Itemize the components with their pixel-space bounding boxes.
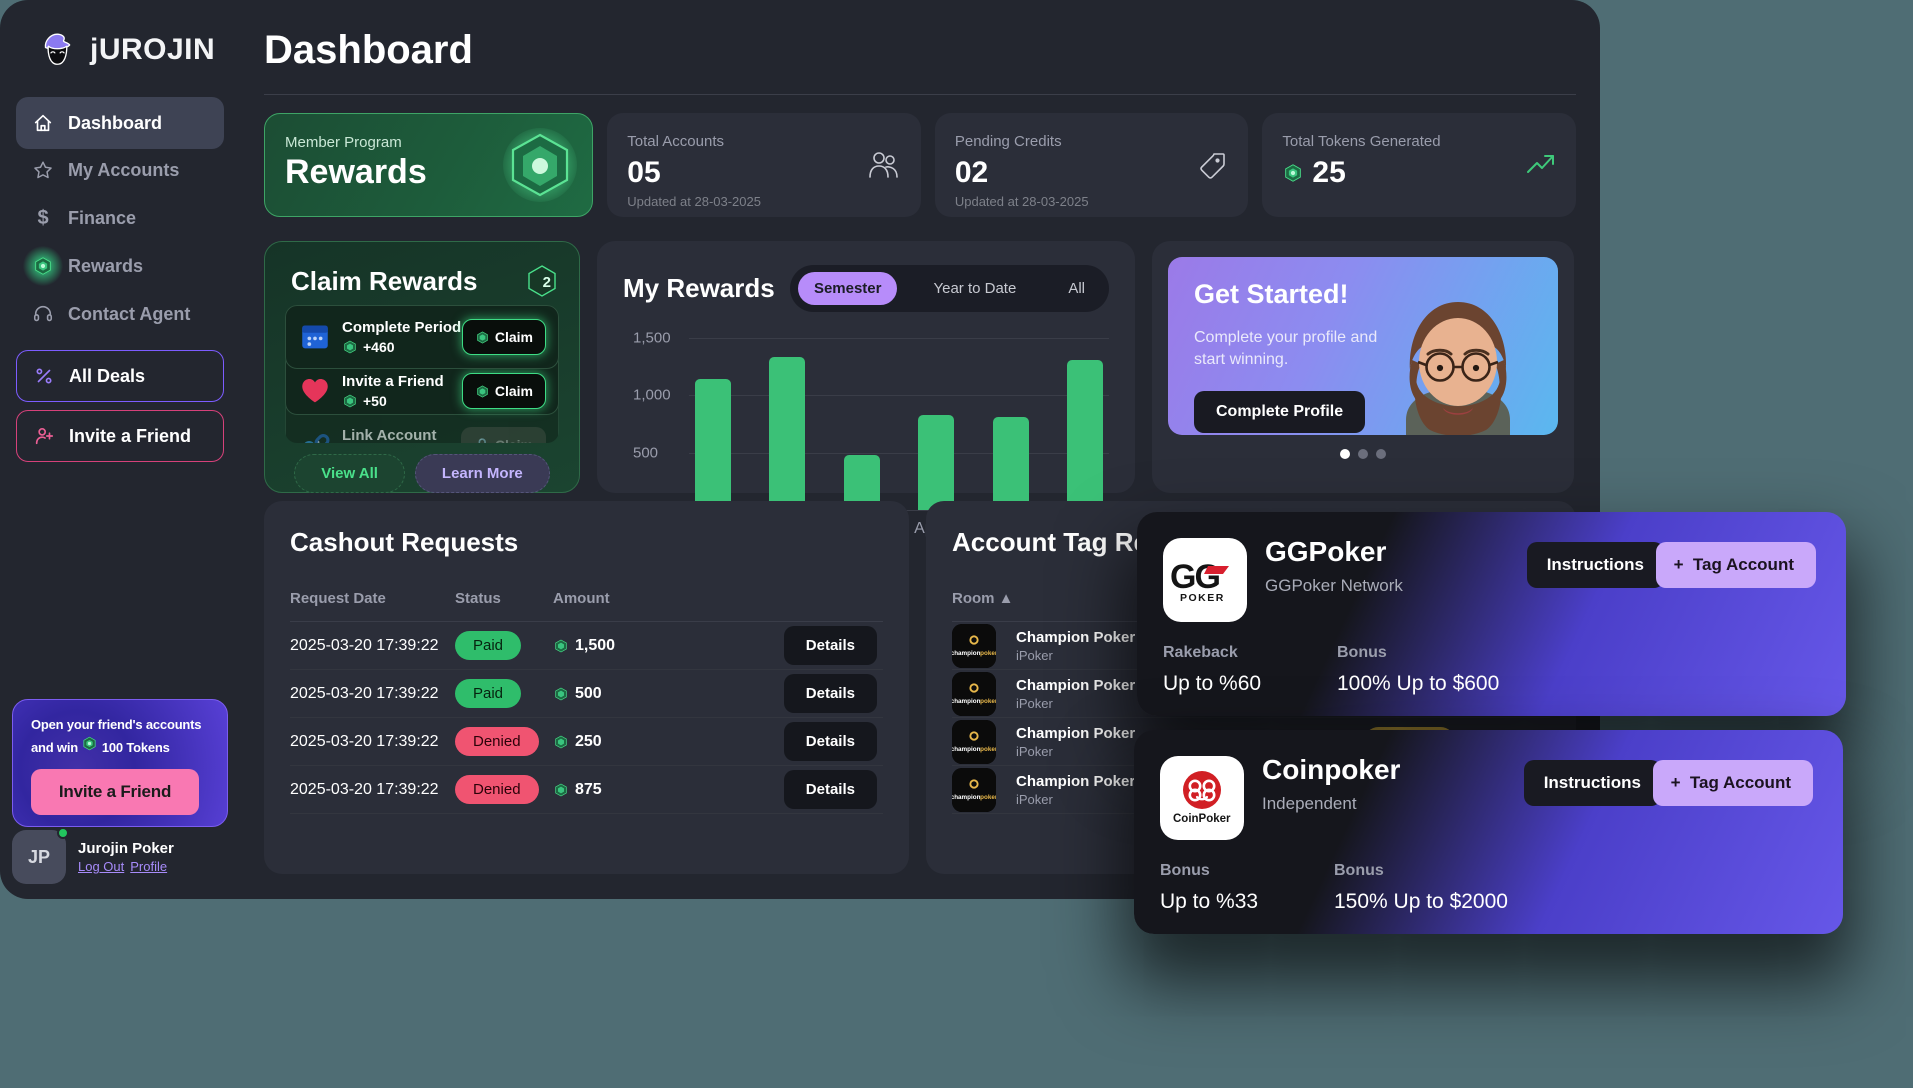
- svg-text:CoinPoker: CoinPoker: [1173, 813, 1231, 825]
- svg-text:GG: GG: [1171, 558, 1219, 596]
- svg-text:championpoker: championpoker: [952, 698, 996, 705]
- svg-text:championpoker: championpoker: [952, 650, 996, 657]
- svg-text:POKER: POKER: [1180, 592, 1225, 604]
- svg-text:championpoker: championpoker: [952, 794, 996, 801]
- svg-text:championpoker: championpoker: [952, 746, 996, 753]
